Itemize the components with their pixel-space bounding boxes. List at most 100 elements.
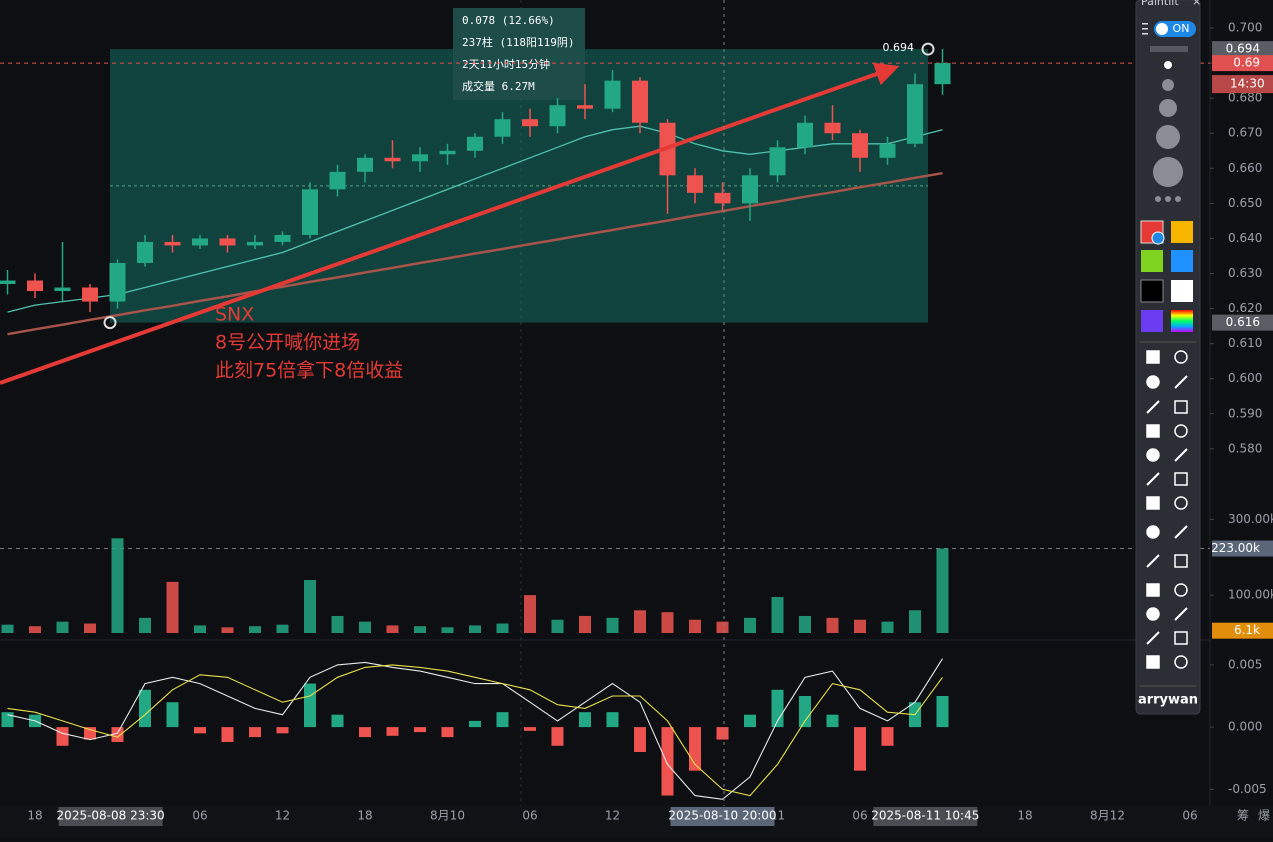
candle-body bbox=[770, 147, 786, 175]
stats-line: 成交量 6.27M bbox=[462, 79, 535, 93]
tool-icon bbox=[1147, 425, 1159, 437]
brush-size[interactable] bbox=[1159, 99, 1177, 117]
color-swatch[interactable] bbox=[1171, 221, 1193, 243]
annotation: SNX bbox=[215, 304, 254, 326]
color-swatch[interactable] bbox=[1171, 250, 1193, 272]
candle-body bbox=[522, 119, 538, 126]
stats-line: 0.078 (12.66%) bbox=[462, 14, 555, 27]
volume-bar bbox=[222, 627, 234, 633]
y-tick-label: 0.670 bbox=[1228, 126, 1262, 140]
volume-bar bbox=[2, 625, 14, 633]
macd-bar bbox=[249, 727, 261, 737]
close-button[interactable]: × bbox=[1192, 0, 1201, 8]
macd-bar bbox=[304, 684, 316, 728]
volume-bar bbox=[442, 627, 454, 633]
volume-bar bbox=[524, 595, 536, 633]
tool-button[interactable] bbox=[1147, 497, 1159, 509]
x-tick-label: 06 bbox=[522, 809, 537, 823]
volume-bar bbox=[84, 624, 96, 633]
volume-bar bbox=[634, 610, 646, 633]
brush-size[interactable] bbox=[1156, 125, 1180, 149]
toggle-knob bbox=[1156, 23, 1168, 35]
tool-icon bbox=[1147, 497, 1159, 509]
tool-button[interactable] bbox=[1147, 449, 1159, 461]
menu-icon[interactable] bbox=[1142, 23, 1148, 25]
candle-body bbox=[495, 119, 511, 137]
volume-bar bbox=[689, 620, 701, 633]
brush-size[interactable] bbox=[1153, 157, 1183, 187]
tool-button[interactable] bbox=[1147, 351, 1159, 363]
y-tick-label: 0.650 bbox=[1228, 196, 1262, 210]
volume-current-tag: 6.1k bbox=[1234, 623, 1260, 637]
candle-body bbox=[797, 123, 813, 148]
tool-button[interactable] bbox=[1147, 425, 1159, 437]
tool-icon bbox=[1147, 526, 1159, 538]
macd-bar bbox=[552, 727, 564, 746]
macd-bar bbox=[57, 727, 69, 746]
macd-bar bbox=[469, 721, 481, 727]
y-tick-label: 0.000 bbox=[1228, 720, 1262, 734]
toolbar-user: arrywan bbox=[1138, 693, 1198, 708]
color-swatch[interactable] bbox=[1141, 280, 1163, 302]
x-tick-label: 18 bbox=[27, 809, 42, 823]
volume-bar bbox=[909, 610, 921, 633]
macd-bar bbox=[497, 712, 509, 727]
x-tick-label: 8月10 bbox=[430, 809, 465, 823]
volume-bar bbox=[497, 624, 509, 633]
stats-line: 237柱 (118阳119阴) bbox=[462, 35, 574, 49]
candle-body bbox=[82, 288, 98, 302]
brush-size[interactable] bbox=[1164, 61, 1172, 69]
y-tick-label: 300.00k bbox=[1228, 512, 1273, 526]
menu-icon bbox=[1142, 33, 1148, 35]
candle-body bbox=[825, 123, 841, 134]
slider[interactable] bbox=[1150, 46, 1188, 52]
y-tick-label: 0.580 bbox=[1228, 441, 1262, 455]
volume-bar bbox=[579, 616, 591, 633]
macd-bar bbox=[882, 727, 894, 746]
candle-body bbox=[935, 63, 951, 84]
time-marker: 2025-08-08 23:30 bbox=[57, 809, 165, 823]
y-tick-label: -0.005 bbox=[1228, 782, 1267, 796]
volume-bar bbox=[799, 616, 811, 633]
tool-button[interactable] bbox=[1147, 376, 1159, 388]
volume-bar bbox=[332, 616, 344, 633]
volume-bar bbox=[57, 622, 69, 633]
volume-tag: 223.00k bbox=[1211, 541, 1260, 555]
macd-bar bbox=[194, 727, 206, 733]
tool-button[interactable] bbox=[1147, 608, 1159, 620]
macd-bar bbox=[799, 696, 811, 727]
volume-bar bbox=[717, 622, 729, 633]
range-high-label: 0.694 bbox=[883, 41, 915, 54]
candle-body bbox=[880, 144, 896, 158]
tool-icon bbox=[1147, 656, 1159, 668]
candle-body bbox=[357, 158, 373, 172]
x-tick-label: 06 bbox=[852, 809, 867, 823]
macd-bar bbox=[84, 727, 96, 739]
candle-body bbox=[605, 81, 621, 109]
macd-bar bbox=[139, 690, 151, 727]
macd-bar bbox=[332, 715, 344, 727]
toggle-label: ON bbox=[1173, 22, 1190, 35]
tool-button[interactable] bbox=[1147, 656, 1159, 668]
price-tag: 0.694 bbox=[1226, 42, 1260, 56]
macd-bar bbox=[634, 727, 646, 752]
y-tick-label: 0.600 bbox=[1228, 371, 1262, 385]
more-dot bbox=[1165, 196, 1171, 202]
color-swatch[interactable] bbox=[1171, 310, 1193, 332]
color-swatch[interactable] bbox=[1171, 280, 1193, 302]
side-tab[interactable]: 爆 bbox=[1258, 809, 1270, 823]
volume-bar bbox=[607, 618, 619, 633]
color-swatch[interactable] bbox=[1141, 250, 1163, 272]
tool-button[interactable] bbox=[1147, 526, 1159, 538]
candle-body bbox=[110, 263, 126, 302]
color-swatch[interactable] bbox=[1141, 310, 1163, 332]
tool-button[interactable] bbox=[1147, 584, 1159, 596]
brush-size[interactable] bbox=[1162, 79, 1174, 91]
x-tick-label: 06 bbox=[1182, 809, 1197, 823]
macd-bar bbox=[662, 727, 674, 795]
y-tick-label: 0.630 bbox=[1228, 266, 1262, 280]
more-dot bbox=[1175, 196, 1181, 202]
macd-bar bbox=[387, 727, 399, 736]
side-tab[interactable]: 筹 bbox=[1237, 809, 1249, 823]
